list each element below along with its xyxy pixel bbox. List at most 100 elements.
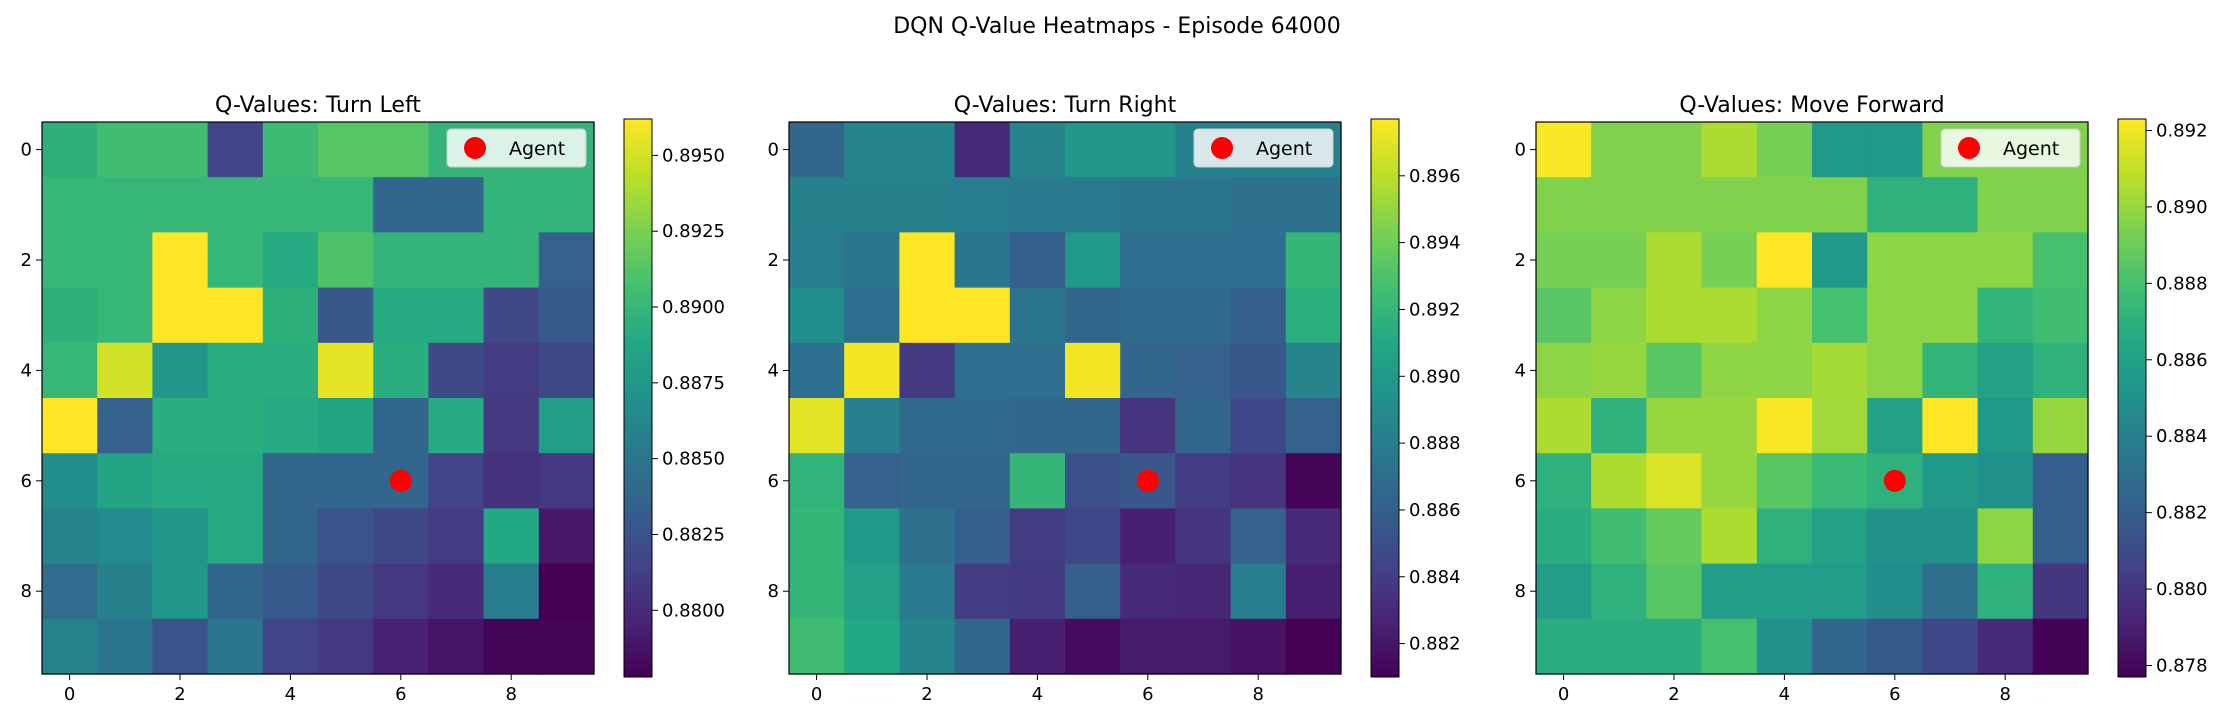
heatmap-cell xyxy=(428,453,485,509)
axes-frame xyxy=(41,121,595,675)
heatmap-cell xyxy=(373,122,429,178)
heatmap-cell xyxy=(373,342,429,399)
heatmap-cell xyxy=(483,453,540,509)
heatmap-cell xyxy=(42,508,98,565)
heatmap-cell xyxy=(1175,453,1232,509)
heatmap-cell xyxy=(954,453,1011,509)
heatmap-cell xyxy=(262,618,319,675)
heatmap-cell xyxy=(2032,342,2089,399)
heatmap-cell xyxy=(373,618,429,675)
heatmap-cell xyxy=(1922,398,1979,454)
heatmap-cell xyxy=(1812,342,1868,399)
heatmap-cell xyxy=(373,177,429,233)
heatmap-cell xyxy=(262,177,319,233)
heatmap-cell xyxy=(1646,177,1703,233)
heatmap-cell xyxy=(1175,342,1232,399)
heatmap-cell xyxy=(207,177,264,233)
heatmap-cell xyxy=(1756,287,1813,344)
axes-frame xyxy=(1535,121,2089,675)
heatmap-cell xyxy=(1812,398,1868,454)
heatmap-cell xyxy=(42,177,98,233)
heatmap-cell xyxy=(97,342,153,399)
colorbar-tick-label: 0.8825 xyxy=(662,524,725,545)
heatmap-cell xyxy=(1977,342,2034,399)
heatmap-cell xyxy=(1009,122,1066,178)
heatmap-cell xyxy=(1536,177,1592,233)
heatmap-cell xyxy=(1230,177,1287,233)
heatmap-cell xyxy=(1812,177,1868,233)
heatmap-cell xyxy=(1756,398,1813,454)
colorbar-tick-label: 0.880 xyxy=(2156,579,2208,600)
heatmap-cell xyxy=(1120,232,1176,289)
panel-title: Q-Values: Turn Left xyxy=(215,93,421,118)
heatmap-cell xyxy=(538,563,595,620)
colorbar-tick-label: 0.882 xyxy=(2156,503,2208,524)
heatmap-cell xyxy=(1867,508,1923,565)
axes-frame xyxy=(788,121,1342,675)
colorbar-tick-label: 0.882 xyxy=(1409,634,1461,655)
y-tick-label: 2 xyxy=(1515,250,1526,271)
heatmap-cell xyxy=(373,398,429,454)
legend-label: Agent xyxy=(2003,138,2059,160)
colorbar-tick-label: 0.884 xyxy=(1409,567,1461,588)
heatmap-cell xyxy=(899,508,956,565)
heatmap-cell xyxy=(1009,177,1066,233)
x-tick-label: 4 xyxy=(1779,684,1790,705)
heatmap-cell xyxy=(1867,287,1923,344)
heatmap-cell xyxy=(1536,618,1592,675)
heatmap-cell xyxy=(844,287,900,344)
legend-box xyxy=(1940,128,2081,168)
x-tick-label: 4 xyxy=(285,684,296,705)
figure-suptitle: DQN Q-Value Heatmaps - Episode 64000 xyxy=(893,14,1341,39)
heatmap-cell xyxy=(844,122,900,178)
x-tick-label: 0 xyxy=(1558,684,1569,705)
heatmap-cell xyxy=(483,287,540,344)
legend-label: Agent xyxy=(509,138,565,160)
colorbar-tick-label: 0.8900 xyxy=(662,297,725,318)
heatmap-cell xyxy=(1591,232,1647,289)
heatmap-cell xyxy=(262,122,319,178)
heatmap-cell xyxy=(1285,563,1342,620)
heatmap-cell xyxy=(428,508,485,565)
heatmap-cell xyxy=(844,618,900,675)
colorbar xyxy=(623,118,653,678)
heatmap-cell xyxy=(844,453,900,509)
heatmap-cell xyxy=(152,232,209,289)
heatmap-cell xyxy=(42,618,98,675)
y-tick-label: 6 xyxy=(1515,471,1526,492)
colorbar-tick-label: 0.890 xyxy=(2156,197,2208,218)
heatmap-cell xyxy=(42,342,98,399)
colorbar-tick-label: 0.8875 xyxy=(662,373,725,394)
y-tick-label: 2 xyxy=(21,250,32,271)
heatmap-cell xyxy=(1922,618,1979,675)
heatmap-cell xyxy=(428,342,485,399)
heatmap-cell xyxy=(1591,508,1647,565)
heatmap-cell xyxy=(1230,287,1287,344)
heatmap-cell xyxy=(1701,232,1758,289)
legend-box xyxy=(1193,128,1334,168)
colorbar-tick-label: 0.878 xyxy=(2156,656,2208,677)
heatmap-cell xyxy=(1009,342,1066,399)
heatmap-cell xyxy=(1285,232,1342,289)
heatmap-cell xyxy=(152,398,209,454)
heatmap-cell xyxy=(1065,563,1121,620)
heatmap-cell xyxy=(428,563,485,620)
heatmap-cell xyxy=(428,618,485,675)
heatmap-cell xyxy=(97,177,153,233)
x-tick-label: 0 xyxy=(811,684,822,705)
heatmap-cell xyxy=(207,122,264,178)
heatmap-cell xyxy=(1536,287,1592,344)
heatmap-cell xyxy=(97,287,153,344)
heatmap-cell xyxy=(954,232,1011,289)
heatmap-cell xyxy=(1812,287,1868,344)
heatmap-cell xyxy=(1230,453,1287,509)
heatmap-cell xyxy=(207,453,264,509)
heatmap-cell xyxy=(318,398,374,454)
heatmap-cell xyxy=(538,287,595,344)
heatmap-cell xyxy=(207,563,264,620)
heatmap-cell xyxy=(1867,342,1923,399)
heatmap-cell xyxy=(1536,122,1592,178)
heatmap-cell xyxy=(1285,342,1342,399)
heatmap-cell xyxy=(318,563,374,620)
heatmap-cell xyxy=(1285,177,1342,233)
